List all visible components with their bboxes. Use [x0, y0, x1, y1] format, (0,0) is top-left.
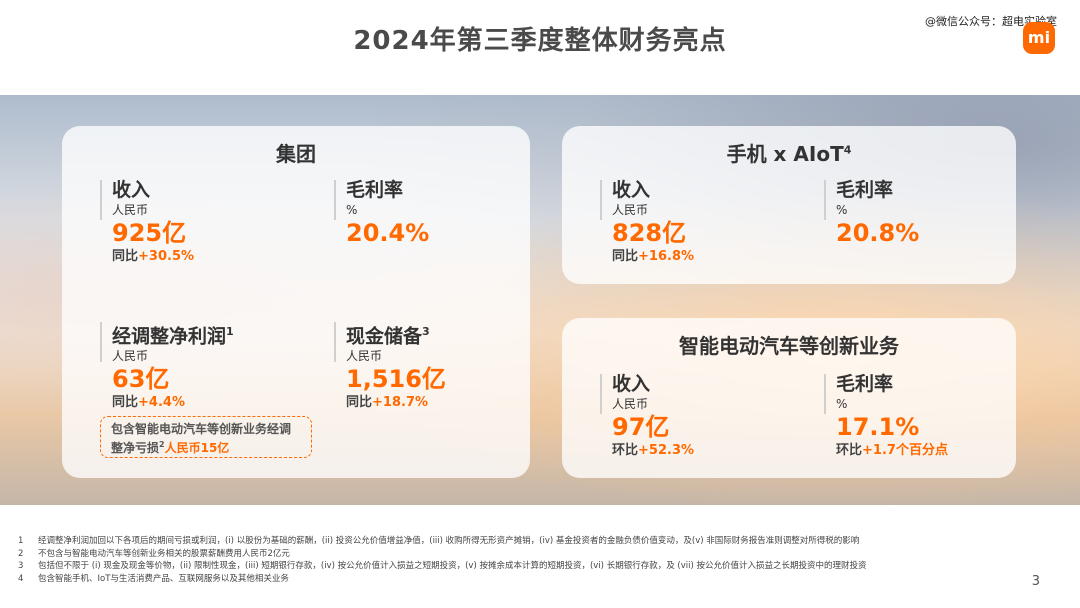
footnote: 2 不包含与智能电动汽车等创新业务相关的股票薪酬费用人民币2亿元	[18, 548, 1018, 561]
footnote: 3 包括但不限于 (i) 现金及现金等价物，(ii) 限制性现金，(iii) 短期…	[18, 560, 1018, 573]
metric-label: 收入	[112, 179, 151, 201]
footnote-number: 4	[18, 573, 24, 584]
footnote-text: 包含智能手机、IoT与生活消费产品、互联网服务以及其他相关业务	[38, 573, 289, 584]
footnote-number: 3	[18, 561, 24, 571]
xiaomi-logo: mi	[1023, 22, 1055, 54]
label-text: 现金储备	[346, 325, 423, 348]
metric-value: 828亿	[612, 219, 687, 247]
metric-change: 环比+52.3%	[612, 442, 694, 460]
metric-value: 97亿	[612, 413, 670, 441]
footnote-text: 经调整净利润加回以下各项后的期间亏损或利润，(i) 以股份为基础的薪酬，(ii)…	[38, 536, 860, 546]
group-cash-reserve: 现金储备3 人民币 1,516亿 同比+18.7%	[334, 320, 446, 412]
change-prefix: 同比	[112, 249, 139, 264]
metric-change: 环比+1.7个百分点	[836, 442, 948, 460]
metric-change: 同比+4.4%	[112, 394, 234, 412]
group-revenue: 收入 人民币 925亿 同比+30.5%	[100, 178, 194, 266]
phone-aiot-revenue: 收入 人民币 828亿 同比+16.8%	[600, 178, 694, 266]
page-number: 3	[1031, 574, 1040, 589]
metric-label: 收入	[612, 179, 651, 201]
footnote: 1 经调整净利润加回以下各项后的期间亏损或利润，(i) 以股份为基础的薪酬，(ii…	[18, 535, 1018, 548]
footnote-text: 包括但不限于 (i) 现金及现金等价物，(ii) 限制性现金，(iii) 短期银…	[38, 561, 867, 571]
metric-unit: 人民币	[612, 203, 649, 217]
group-card: 集团 收入 人民币 925亿 同比+30.5% 毛利率 % 20.4% 经调整净…	[62, 126, 530, 478]
metric-label: 现金储备3	[346, 320, 446, 348]
phone-aiot-card: 手机 x AIoT4 收入 人民币 828亿 同比+16.8% 毛利率 % 20…	[562, 126, 1016, 284]
change-prefix: 环比	[612, 443, 639, 458]
metric-value: 17.1%	[836, 413, 920, 441]
divider	[600, 180, 602, 220]
change-prefix: 同比	[112, 395, 139, 411]
change-value: +18.7%	[372, 395, 429, 411]
metric-label: 毛利率	[836, 373, 894, 395]
metric-unit: %	[346, 203, 358, 217]
phone-aiot-card-title: 手机 x AIoT4	[562, 138, 1016, 167]
note-highlight: 人民币15亿	[164, 441, 230, 455]
change-value: +16.8%	[638, 249, 695, 264]
group-gross-margin: 毛利率 % 20.4%	[334, 178, 429, 248]
footnotes: 1 经调整净利润加回以下各项后的期间亏损或利润，(i) 以股份为基础的薪酬，(ii…	[18, 535, 1018, 585]
metric-unit: 人民币	[112, 349, 149, 364]
metric-value: 20.8%	[836, 219, 920, 247]
change-value: +1.7个百分点	[862, 443, 948, 458]
metric-unit: %	[836, 203, 848, 217]
phone-aiot-gross-margin: 毛利率 % 20.8%	[824, 178, 919, 248]
metric-value: 1,516亿	[346, 365, 446, 394]
metric-change: 同比+16.8%	[612, 248, 694, 266]
metric-label: 收入	[612, 373, 651, 395]
note-text: 包含智能电动汽车等创新业务经调整净亏损	[111, 422, 292, 455]
metric-value: 20.4%	[346, 219, 430, 247]
metric-change: 同比+30.5%	[112, 248, 194, 266]
divider	[824, 374, 826, 414]
change-prefix: 环比	[836, 443, 863, 458]
label-text: 经调整净利润	[112, 325, 227, 348]
metric-value: 925亿	[112, 219, 187, 247]
change-prefix: 同比	[346, 395, 373, 411]
metric-label: 毛利率	[836, 179, 894, 201]
change-value: +52.3%	[638, 443, 695, 458]
footnote-ref: 1	[226, 325, 234, 338]
group-card-title: 集团	[276, 142, 316, 166]
metric-unit: 人民币	[346, 349, 383, 364]
divider	[334, 180, 336, 220]
footnote-ref: 4	[843, 143, 852, 157]
group-adjusted-net-profit: 经调整净利润1 人民币 63亿 同比+4.4%	[100, 320, 234, 412]
divider	[100, 180, 102, 220]
footnote-ref: 2	[159, 440, 165, 449]
footnote-ref: 3	[422, 325, 430, 338]
ev-gross-margin: 毛利率 % 17.1% 环比+1.7个百分点	[824, 372, 948, 460]
ev-revenue: 收入 人民币 97亿 环比+52.3%	[600, 372, 694, 460]
divider	[100, 322, 102, 362]
metric-unit: %	[836, 397, 848, 411]
slide-title: 2024年第三季度整体财务亮点	[353, 26, 727, 56]
footnote: 4 包含智能手机、IoT与生活消费产品、互联网服务以及其他相关业务	[18, 573, 1018, 586]
ev-card-title: 智能电动汽车等创新业务	[679, 334, 899, 358]
divider	[824, 180, 826, 220]
metric-value: 63亿	[112, 365, 170, 394]
metric-label: 经调整净利润1	[112, 320, 234, 348]
title-text: 手机 x AIoT	[726, 142, 844, 166]
metric-unit: 人民币	[612, 397, 649, 411]
divider	[600, 374, 602, 414]
change-prefix: 同比	[612, 249, 639, 264]
footnote-text: 不包含与智能电动汽车等创新业务相关的股票薪酬费用人民币2亿元	[38, 548, 290, 559]
change-value: +30.5%	[138, 249, 195, 264]
ev-card: 智能电动汽车等创新业务 收入 人民币 97亿 环比+52.3% 毛利率 % 17…	[562, 318, 1016, 478]
ev-loss-note: 包含智能电动汽车等创新业务经调整净亏损2人民币15亿	[100, 416, 312, 458]
divider	[334, 322, 336, 362]
metric-unit: 人民币	[112, 203, 149, 217]
change-value: +4.4%	[138, 395, 185, 411]
metric-change: 同比+18.7%	[346, 394, 446, 412]
footnote-number: 2	[18, 548, 24, 559]
footnote-number: 1	[18, 536, 24, 546]
metric-label: 毛利率	[346, 179, 404, 201]
